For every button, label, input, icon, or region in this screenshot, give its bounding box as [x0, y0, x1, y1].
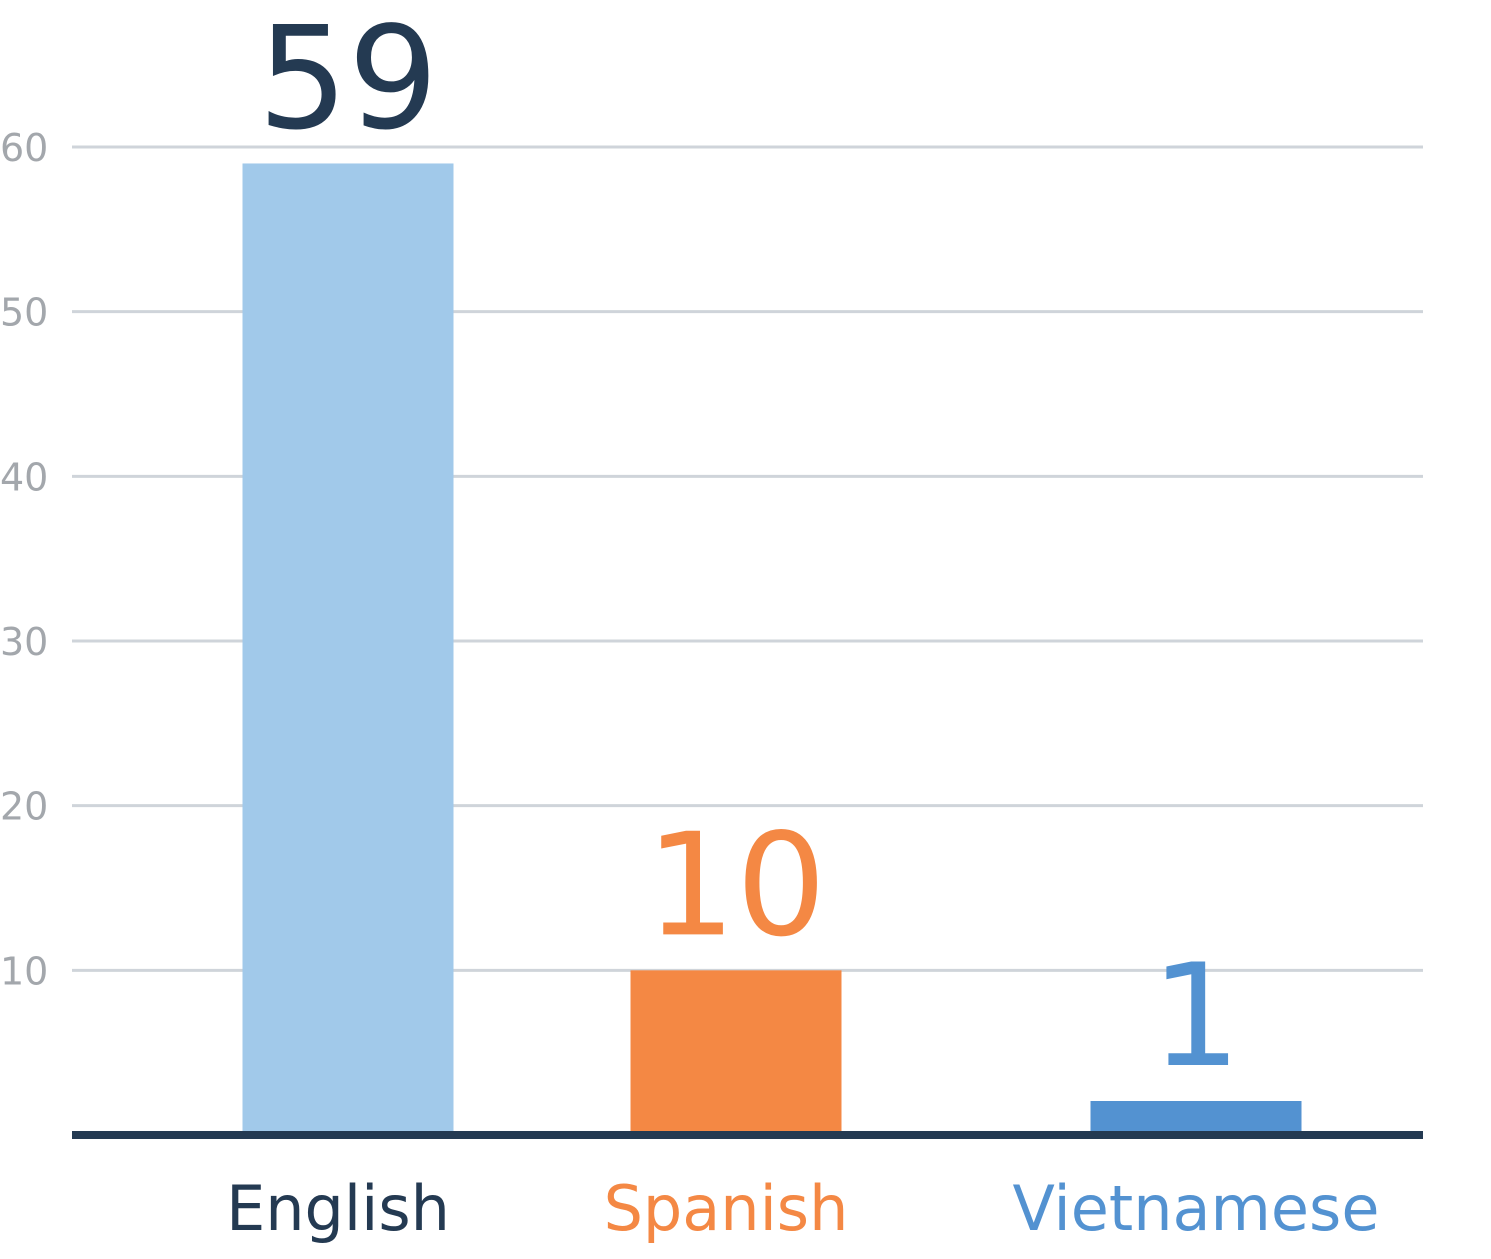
value-label-vietnamese: 1 [1151, 934, 1241, 1099]
y-tick-label-60: 60 [0, 126, 48, 170]
category-label-vietnamese: Vietnamese [1012, 1172, 1379, 1245]
category-labels: English Spanish Vietnamese [226, 1172, 1379, 1245]
bar-spanish [630, 970, 842, 1135]
y-tick-label-50: 50 [0, 291, 48, 335]
value-label-spanish: 10 [646, 803, 827, 968]
y-tick-label-30: 30 [0, 620, 48, 664]
y-axis-tick-labels: 10 20 30 40 50 60 [0, 126, 48, 993]
bar-english [242, 163, 454, 1135]
category-label-spanish: Spanish [604, 1172, 849, 1245]
bars [242, 163, 1302, 1135]
y-tick-label-10: 10 [0, 949, 48, 993]
category-label-english: English [226, 1172, 450, 1245]
value-labels: 59 10 1 [258, 0, 1242, 1099]
bar-vietnamese [1090, 1101, 1302, 1135]
value-label-english: 59 [258, 0, 439, 161]
y-tick-label-20: 20 [0, 785, 48, 829]
y-tick-label-40: 40 [0, 455, 48, 499]
